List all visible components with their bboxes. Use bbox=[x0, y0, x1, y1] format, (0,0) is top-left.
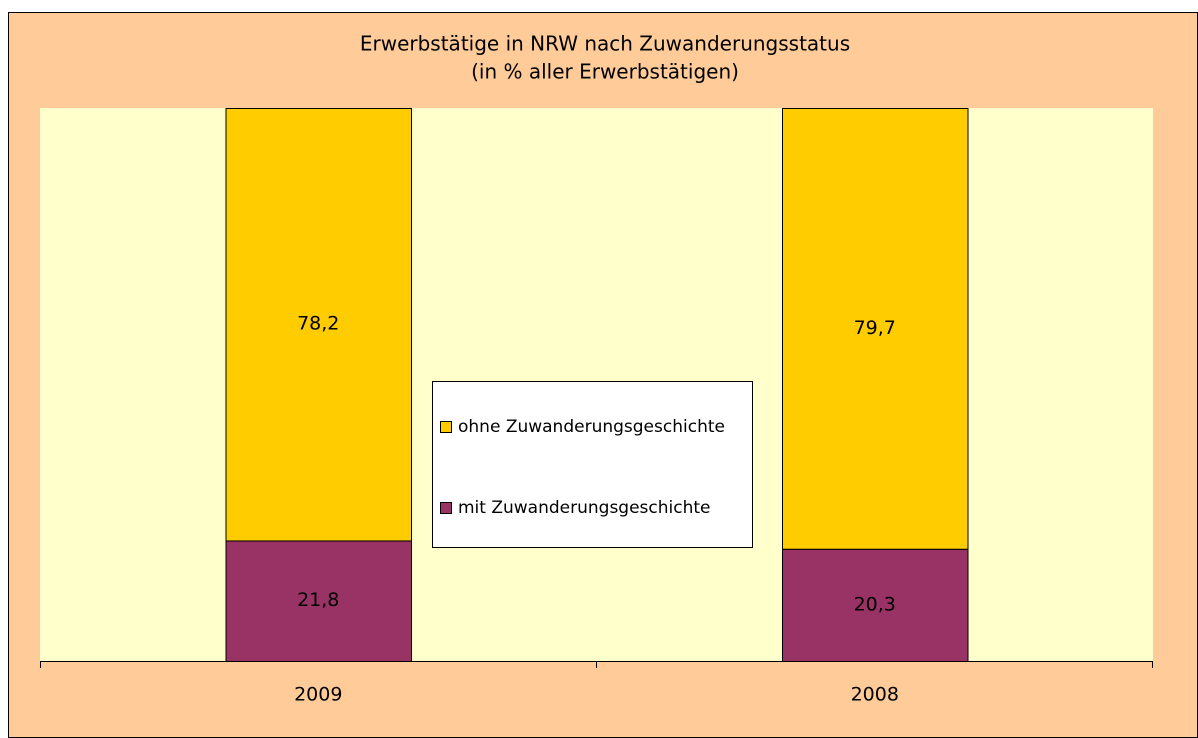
data-label: 20,3 bbox=[854, 593, 896, 615]
x-tick-label: 2009 bbox=[294, 684, 342, 706]
data-label: 21,8 bbox=[297, 589, 339, 611]
legend-swatch bbox=[440, 502, 452, 514]
data-label: 79,7 bbox=[854, 317, 896, 339]
legend-label: mit Zuwanderungsgeschichte bbox=[458, 498, 711, 518]
bar-segment bbox=[225, 540, 412, 662]
x-tick-label: 2008 bbox=[851, 684, 899, 706]
legend-label: ohne Zuwanderungsgeschichte bbox=[458, 417, 725, 437]
legend-box bbox=[432, 381, 753, 548]
chart-title: Erwerbstätige in NRW nach Zuwanderungsst… bbox=[360, 32, 850, 56]
bar-segment bbox=[225, 108, 412, 542]
bar-segment bbox=[782, 548, 969, 663]
bar-segment bbox=[782, 108, 969, 550]
data-label: 78,2 bbox=[297, 313, 339, 335]
chart-subtitle: (in % aller Erwerbstätigen) bbox=[471, 60, 739, 84]
legend-swatch bbox=[440, 421, 452, 433]
